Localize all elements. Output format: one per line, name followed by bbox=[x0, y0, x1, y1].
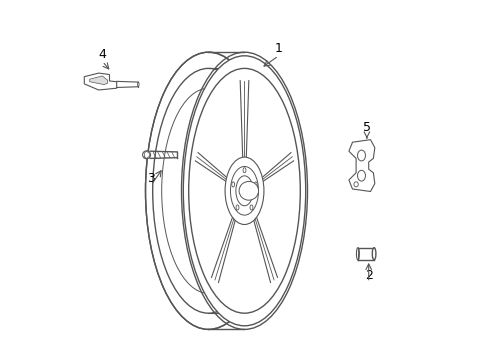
Ellipse shape bbox=[356, 248, 359, 260]
Ellipse shape bbox=[357, 170, 365, 181]
Ellipse shape bbox=[183, 56, 305, 326]
Ellipse shape bbox=[249, 205, 252, 210]
Polygon shape bbox=[84, 73, 117, 90]
Text: 1: 1 bbox=[274, 42, 282, 55]
Text: 5: 5 bbox=[362, 121, 370, 134]
Ellipse shape bbox=[142, 151, 150, 159]
Ellipse shape bbox=[231, 182, 234, 187]
Ellipse shape bbox=[145, 52, 271, 329]
Ellipse shape bbox=[371, 248, 375, 260]
Polygon shape bbox=[89, 76, 107, 85]
Ellipse shape bbox=[236, 205, 239, 210]
Ellipse shape bbox=[239, 181, 258, 200]
Ellipse shape bbox=[357, 150, 365, 161]
Polygon shape bbox=[348, 140, 374, 192]
Text: 3: 3 bbox=[147, 172, 155, 185]
Text: 2: 2 bbox=[364, 269, 372, 282]
Text: 4: 4 bbox=[98, 48, 106, 60]
Ellipse shape bbox=[254, 182, 257, 187]
Ellipse shape bbox=[243, 168, 245, 173]
Ellipse shape bbox=[137, 82, 139, 87]
Ellipse shape bbox=[224, 157, 264, 225]
Ellipse shape bbox=[353, 182, 358, 187]
